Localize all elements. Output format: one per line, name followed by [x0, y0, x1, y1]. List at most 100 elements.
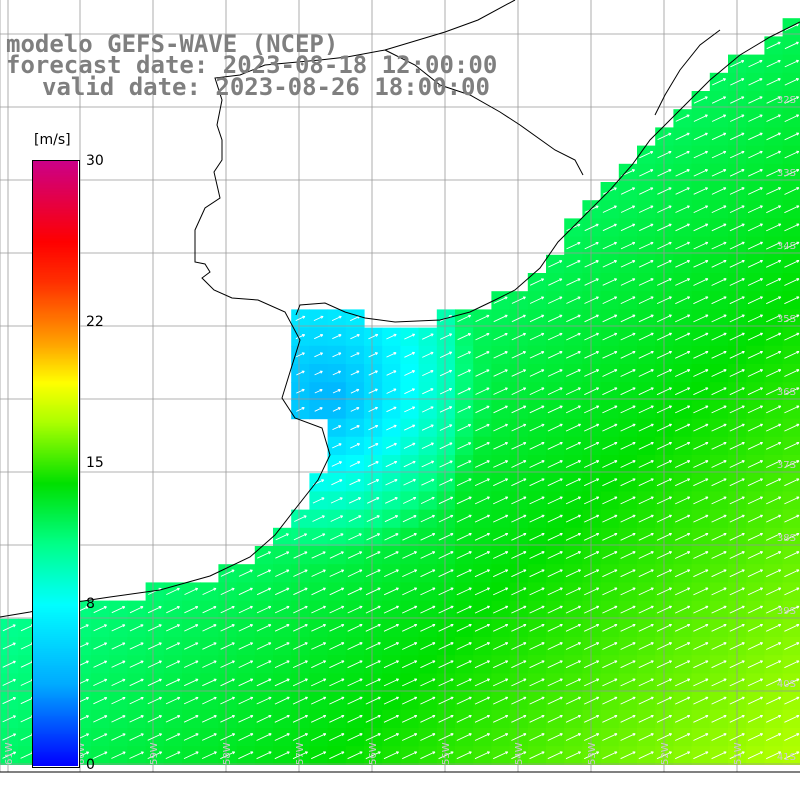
colorbar-unit: [m/s] [32, 132, 73, 148]
coordinate-labels: 32S 33S 34S 35S 36S 37S 38S 39S 40S 41S 61W 60W 59W 5… [4, 95, 796, 765]
wind-arrow [493, 423, 508, 432]
wind-arrow [368, 442, 379, 449]
wind-arrow [474, 733, 490, 741]
wind-arrow [256, 696, 272, 705]
wind-arrow [784, 296, 800, 305]
wind-arrow [365, 605, 381, 614]
wind-arrow [693, 551, 709, 559]
wind-arrow [766, 405, 782, 414]
wind-arrow [438, 733, 454, 741]
wind-arrow [766, 441, 782, 450]
wind-arrow [766, 314, 782, 323]
wind-arrow [766, 587, 782, 596]
wind-arrow [693, 696, 709, 705]
wind-arrow [257, 569, 271, 577]
wind-arrow [184, 605, 199, 614]
wind-arrow [766, 733, 782, 741]
wind-arrow [456, 605, 472, 614]
wind-arrow [784, 714, 800, 723]
wind-arrow [367, 497, 380, 504]
wind-arrow [766, 623, 782, 632]
wind-arrow [729, 369, 745, 377]
wind-arrow [439, 460, 453, 468]
wind-arrow [766, 296, 782, 305]
wind-arrow [330, 497, 343, 504]
wind-arrow [766, 369, 782, 377]
wind-arrow [365, 751, 381, 760]
wind-arrow [220, 605, 235, 614]
wind-arrow [386, 406, 397, 413]
wind-arrow [639, 223, 654, 232]
wind-arrow [620, 187, 636, 195]
wind-arrow [438, 623, 454, 632]
wind-arrow [238, 678, 254, 687]
wind-arrow [311, 605, 326, 614]
wind-arrow [439, 333, 453, 340]
wind-arrow [332, 407, 341, 412]
wind-arrow [566, 296, 581, 304]
wind-arrow [348, 497, 362, 504]
wind-arrow [329, 642, 345, 650]
wind-arrow [565, 423, 581, 432]
wind-arrow [766, 642, 782, 650]
wind-arrow [2, 751, 17, 759]
wind-arrow [368, 370, 378, 376]
wind-arrow [313, 315, 324, 322]
wind-arrow [657, 278, 672, 286]
wind-arrow [656, 714, 672, 723]
wind-arrow [311, 569, 326, 577]
wind-arrow [656, 751, 672, 760]
wind-arrow [656, 496, 672, 505]
wind-arrow [784, 41, 799, 50]
wind-arrow [420, 678, 436, 687]
wind-arrow [602, 260, 617, 268]
wind-arrow [784, 96, 800, 104]
wind-arrow [675, 150, 690, 159]
wind-arrow [184, 678, 199, 687]
wind-arrow [367, 461, 379, 467]
wind-arrow [784, 387, 800, 396]
wind-arrow [711, 241, 727, 250]
wind-arrow [438, 605, 454, 614]
wind-arrow [420, 660, 436, 669]
wind-arrow [620, 714, 636, 723]
wind-arrow [347, 623, 363, 632]
wind-arrow [657, 169, 672, 177]
wind-arrow [311, 623, 326, 632]
wind-arrow [456, 569, 472, 578]
wind-arrow [256, 624, 272, 632]
wind-arrow [93, 678, 108, 687]
wind-arrow [766, 187, 782, 195]
wind-arrow [693, 441, 709, 450]
wind-arrow [784, 223, 800, 232]
wind-arrow [256, 642, 272, 650]
wind-arrow [693, 605, 709, 614]
wind-arrow [693, 132, 708, 141]
wind-arrow [456, 751, 472, 760]
wind-arrow [456, 514, 472, 523]
wind-arrow [547, 678, 563, 687]
wind-arrow [529, 642, 545, 650]
wind-arrow [111, 696, 126, 705]
wind-arrow [729, 569, 745, 578]
wind-arrow [620, 569, 636, 578]
wind-arrow [565, 678, 581, 687]
wind-arrow [2, 697, 16, 705]
wind-arrow [711, 696, 727, 705]
wind-arrow [584, 678, 600, 687]
wind-arrow [565, 387, 581, 396]
wind-arrow [693, 587, 709, 596]
wind-arrow [747, 551, 763, 559]
wind-arrow [656, 314, 672, 323]
wind-arrow [784, 642, 800, 650]
wind-arrow [729, 314, 745, 323]
wind-arrow [365, 696, 381, 705]
wind-arrow [693, 278, 709, 286]
wind-arrow [493, 660, 509, 669]
wind-arrow [784, 369, 800, 377]
wind-arrow [565, 696, 581, 705]
wind-arrow [547, 369, 563, 377]
wind-arrow [638, 441, 654, 450]
wind-arrow [602, 314, 618, 323]
wind-arrow [311, 733, 327, 741]
